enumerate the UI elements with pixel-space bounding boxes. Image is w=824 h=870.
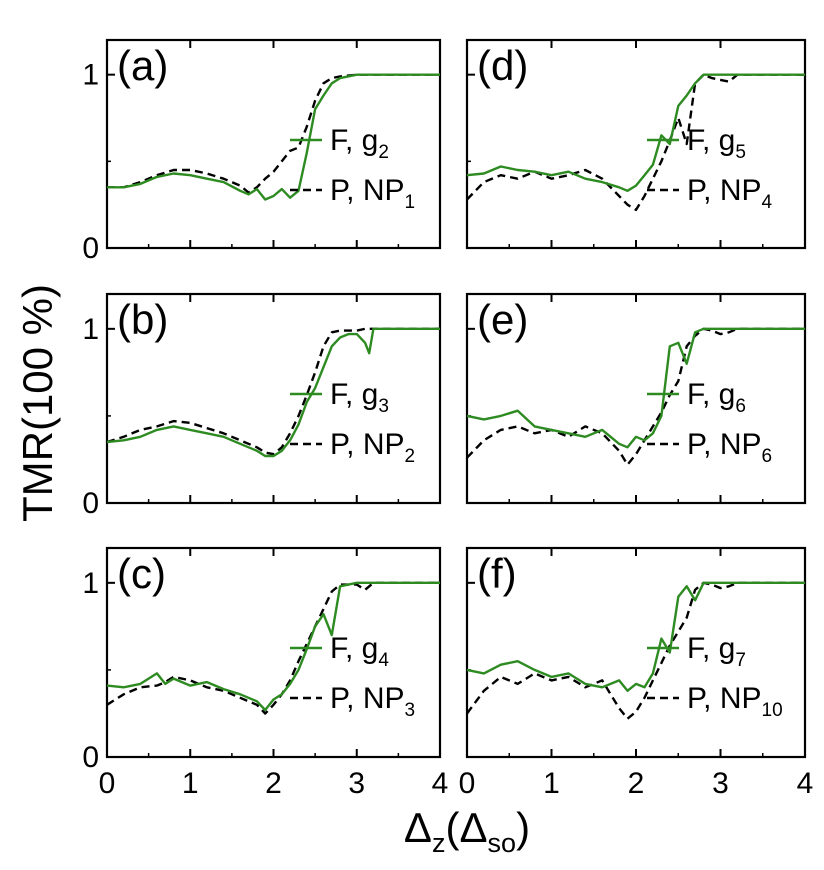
series-line-f (466, 581, 805, 692)
series-line-f (466, 73, 805, 193)
series-line-f (106, 327, 440, 458)
x-axis-title-delta: Δ (404, 804, 432, 851)
series-line-f (107, 73, 440, 201)
x-tick-label: 1 (182, 767, 199, 800)
x-tick-label: 4 (797, 767, 814, 800)
x-tick-label: 4 (432, 767, 449, 800)
series-line-p (106, 327, 440, 456)
panel-c: 0 1 0 1 2 3 4 (c) F, g4 P, NP3 (82, 546, 449, 800)
x-axis-title-open: (Δ (445, 804, 487, 851)
y-tick-label: 0 (82, 232, 99, 265)
panel-b: 0 1 (b) F, g3 P, NP2 (82, 292, 442, 520)
series-line-f (466, 327, 805, 449)
legend-label: F, g3 (330, 378, 389, 417)
legend-label: P, NP3 (330, 682, 415, 721)
y-tick-label: 1 (82, 567, 99, 600)
y-tick-label: 0 (82, 487, 99, 520)
x-tick-label: 3 (348, 767, 365, 800)
legend-label: F, g6 (687, 378, 746, 417)
panel-label: (b) (117, 296, 168, 343)
x-axis-title: Δz(Δso) (404, 804, 530, 858)
legend-label: F, g5 (687, 124, 746, 163)
legend-label: P, NP4 (687, 174, 773, 213)
x-tick-label: 0 (99, 767, 116, 800)
x-tick-label: 0 (459, 767, 476, 800)
x-axis-title-close: ) (516, 804, 530, 851)
legend-label: F, g7 (687, 632, 746, 671)
x-tick-label: 2 (265, 767, 282, 800)
y-tick-label: 1 (82, 313, 99, 346)
panel-label: (c) (117, 550, 166, 597)
panel-label: (f) (477, 550, 517, 597)
panel-a: 0 1 (a) F, g2 P, NP1 (82, 38, 442, 265)
y-tick-label: 1 (82, 59, 99, 92)
panel-label: (a) (117, 42, 168, 89)
series-line-p (466, 581, 805, 720)
panel-label: (d) (477, 42, 528, 89)
legend-label: P, NP1 (330, 174, 415, 213)
panel-d: (d) F, g5 P, NP4 (465, 38, 807, 250)
plot-frame (465, 546, 807, 759)
series-line-p (107, 73, 440, 194)
x-tick-label: 3 (712, 767, 729, 800)
panel-label: (e) (477, 296, 528, 343)
x-tick-label: 2 (628, 767, 645, 800)
legend-label: P, NP10 (687, 682, 783, 721)
series-line-f (106, 581, 440, 712)
y-axis-title: TMR(100 %) (14, 284, 61, 522)
panel-e: (e) F, g6 P, NP6 (465, 292, 807, 505)
legend-label: F, g4 (330, 632, 389, 671)
x-axis-title-sub-z: z (432, 828, 446, 858)
legend-label: F, g2 (330, 124, 389, 163)
y-tick-label: 0 (82, 741, 99, 774)
x-axis-title-sub-so: so (488, 828, 517, 858)
legend-label: P, NP2 (330, 428, 415, 467)
legend-label: P, NP6 (687, 428, 772, 467)
x-tick-label: 1 (543, 767, 560, 800)
panel-f: 0 1 2 3 4 (f) F, g7 P, NP10 (459, 546, 814, 800)
series-line-p (466, 327, 805, 466)
